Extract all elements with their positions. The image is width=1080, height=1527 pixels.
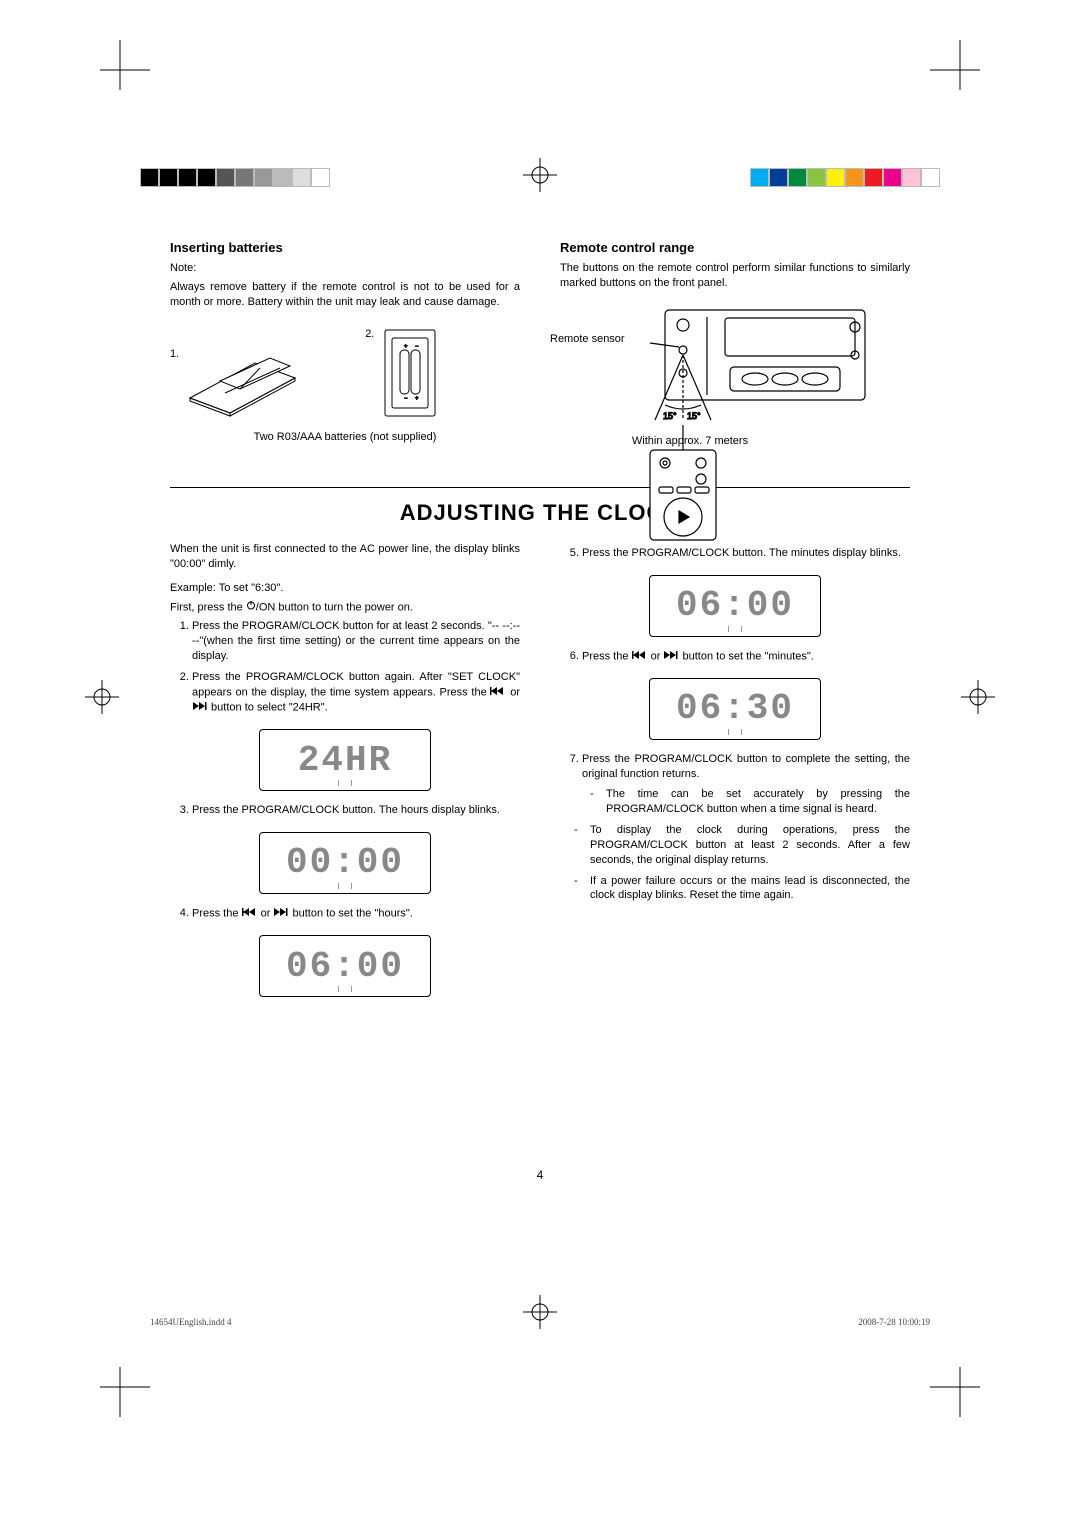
section-heading: Remote control range (560, 240, 910, 255)
section-heading: Inserting batteries (170, 240, 520, 255)
swatch (883, 168, 902, 187)
swatch (311, 168, 330, 187)
registration-mark-icon (85, 680, 119, 717)
remote-open-icon (185, 348, 305, 421)
step-4: Press the or button to set the "hours". (192, 906, 520, 921)
skip-next-icon (192, 700, 208, 715)
figure-number: 2. (365, 328, 374, 340)
color-swatch-bar (750, 168, 940, 187)
skip-prev-icon (242, 906, 258, 921)
skip-next-icon (663, 649, 679, 664)
note-b: If a power failure occurs or the mains l… (590, 874, 910, 904)
registration-mark-icon (523, 1295, 557, 1332)
swatch (178, 168, 197, 187)
remote-range-section: Remote control range The buttons on the … (560, 240, 910, 567)
note-text: Always remove battery if the remote cont… (170, 280, 520, 310)
svg-text:−: − (415, 344, 419, 350)
swatch (902, 168, 921, 187)
page-number: 4 (0, 1168, 1080, 1182)
step-3: Press the PROGRAM/CLOCK button. The hour… (192, 803, 520, 818)
swatch (750, 168, 769, 187)
skip-next-icon (273, 906, 289, 921)
lcd-display: 00:00 (259, 832, 431, 894)
svg-text:+: + (404, 344, 408, 350)
swatch (769, 168, 788, 187)
clock-right-column: Press the PROGRAM/CLOCK button. The minu… (560, 542, 910, 1009)
example-line: Example: To set "6:30". (170, 581, 520, 596)
swatch (197, 168, 216, 187)
lcd-text: 00:00 (286, 842, 404, 883)
battery-insert-icon: + + − − (380, 328, 440, 421)
lcd-text: 06:30 (676, 688, 794, 729)
svg-text:+: + (415, 396, 419, 402)
document-page: Inserting batteries Note: Always remove … (0, 0, 1080, 1527)
swatch (254, 168, 273, 187)
lcd-display: 06:00 (649, 575, 821, 637)
lcd-text: 06:00 (286, 946, 404, 987)
step-6: Press the or button to set the "minutes"… (582, 649, 910, 664)
clock-intro: When the unit is first connected to the … (170, 542, 520, 572)
swatch (159, 168, 178, 187)
registration-mark-icon (961, 680, 995, 717)
crop-mark-icon (50, 1317, 150, 1417)
lcd-display: 06:30 (649, 678, 821, 740)
lcd-display: 24HR (259, 729, 431, 791)
first-line: First, press the /ON button to turn the … (170, 600, 520, 615)
note-a: To display the clock during operations, … (590, 823, 910, 868)
swatch (807, 168, 826, 187)
device-diagram-icon: 15° 15° (595, 305, 875, 555)
swatch (788, 168, 807, 187)
page-content: Inserting batteries Note: Always remove … (170, 240, 910, 1009)
swatch (273, 168, 292, 187)
crop-mark-icon (930, 40, 1030, 140)
clock-left-column: When the unit is first connected to the … (170, 542, 520, 1009)
distance-label: Within approx. 7 meters (515, 435, 865, 447)
step-1: Press the PROGRAM/CLOCK button for at le… (192, 619, 520, 664)
lcd-display: 06:00 (259, 935, 431, 997)
footer-filename: 14654UEnglish.indd 4 (150, 1317, 232, 1327)
power-icon (246, 600, 256, 615)
svg-text:−: − (404, 396, 408, 402)
swatch (140, 168, 159, 187)
registration-mark-icon (523, 158, 557, 195)
crop-mark-icon (50, 40, 150, 140)
swatch (216, 168, 235, 187)
swatch (292, 168, 311, 187)
swatch (864, 168, 883, 187)
footer-timestamp: 2008-7-28 10:00:19 (858, 1317, 930, 1327)
skip-prev-icon (490, 685, 506, 700)
figure-caption: Two R03/AAA batteries (not supplied) (170, 431, 520, 443)
crop-mark-icon (930, 1317, 1030, 1417)
skip-prev-icon (632, 649, 648, 664)
step-7: Press the PROGRAM/CLOCK button to comple… (582, 752, 910, 782)
swatch (826, 168, 845, 187)
swatch (845, 168, 864, 187)
battery-figures: 1. (170, 328, 520, 421)
step-2: Press the PROGRAM/CLOCK button again. Af… (192, 670, 520, 715)
swatch (921, 168, 940, 187)
svg-text:15°: 15° (687, 411, 701, 421)
lcd-text: 24HR (298, 740, 392, 781)
remote-sensor-label: Remote sensor (550, 333, 625, 345)
svg-text:15°: 15° (663, 411, 677, 421)
figure-number: 1. (170, 348, 179, 360)
section-text: The buttons on the remote control perfor… (560, 261, 910, 291)
color-swatch-bar (140, 168, 330, 187)
swatch (235, 168, 254, 187)
note-label: Note: (170, 261, 520, 276)
subnote: The time can be set accurately by pressi… (606, 787, 910, 817)
lcd-text: 06:00 (676, 585, 794, 626)
